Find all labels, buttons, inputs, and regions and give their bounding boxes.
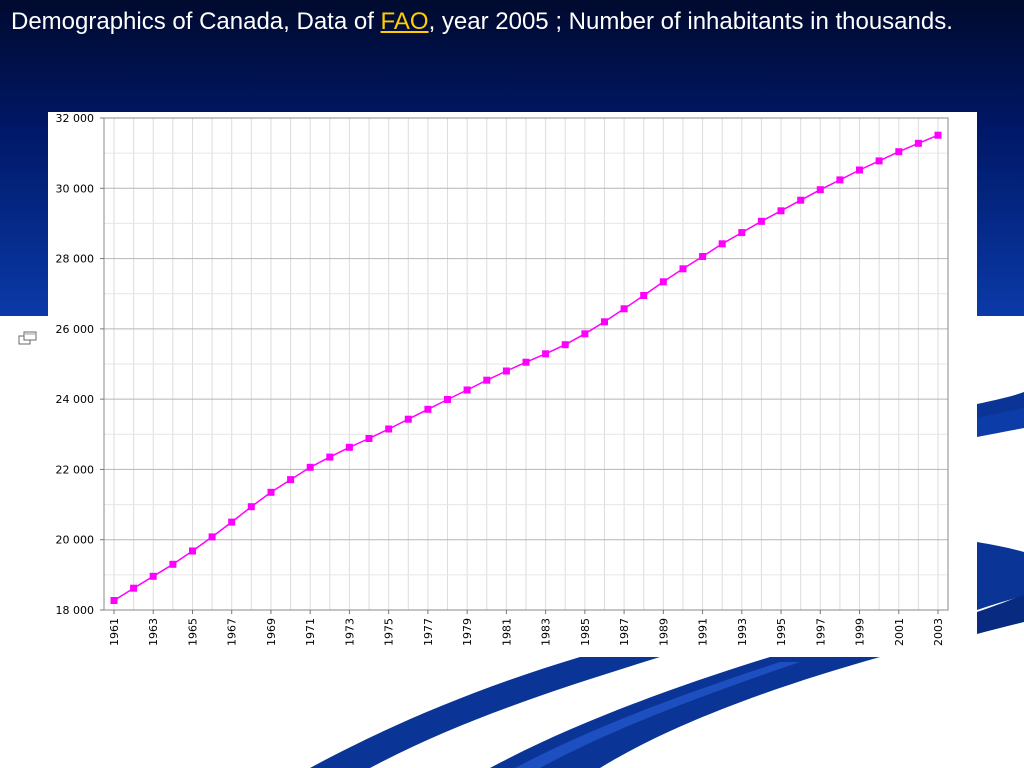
data-point xyxy=(267,488,275,496)
x-tick-label: 1987 xyxy=(618,618,631,646)
x-tick-label: 1963 xyxy=(147,618,160,646)
data-point xyxy=(189,547,196,555)
data-point xyxy=(699,253,707,260)
swoosh-right-2 xyxy=(977,408,1024,437)
x-tick-label: 1965 xyxy=(186,618,199,646)
data-point xyxy=(836,176,844,184)
data-point xyxy=(640,292,648,299)
fao-link[interactable]: FAO xyxy=(380,8,429,35)
x-tick-label: 1983 xyxy=(540,618,553,646)
y-tick-label: 22 000 xyxy=(56,463,95,476)
data-point xyxy=(345,443,353,451)
data-point xyxy=(424,405,432,413)
data-point xyxy=(463,386,471,394)
y-tick-label: 18 000 xyxy=(56,604,95,617)
data-point xyxy=(581,330,589,338)
x-tick-label: 2003 xyxy=(932,618,945,646)
data-point xyxy=(208,533,216,541)
x-tick-label: 1989 xyxy=(657,618,670,646)
x-tick-label: 1961 xyxy=(108,618,121,646)
x-tick-label: 1975 xyxy=(383,618,396,646)
y-axis: 18 000 20 000 22 000 24 000 26 000 28 000 30 0… xyxy=(56,112,104,617)
x-tick-label: 1995 xyxy=(775,618,788,646)
data-point xyxy=(130,584,138,592)
data-point xyxy=(816,186,824,194)
x-tick-label: 1997 xyxy=(814,618,827,646)
y-tick-label: 20 000 xyxy=(56,534,95,547)
data-point xyxy=(620,305,628,313)
data-point xyxy=(777,207,785,215)
data-point xyxy=(483,376,491,384)
data-point xyxy=(856,166,863,174)
data-point xyxy=(444,396,451,403)
series-population xyxy=(110,131,942,604)
data-point xyxy=(365,435,373,442)
data-point xyxy=(110,597,118,604)
x-tick-label: 1985 xyxy=(579,618,592,646)
swoosh-right-4 xyxy=(977,595,1024,634)
data-point xyxy=(934,131,942,139)
data-point xyxy=(875,157,883,165)
data-point xyxy=(659,278,667,286)
data-point xyxy=(679,265,687,273)
title-text-end: , year 2005 ; Number of inhabitants in t… xyxy=(428,8,953,35)
x-tick-label: 1999 xyxy=(854,618,867,646)
data-point xyxy=(738,229,746,237)
x-tick-label: 1967 xyxy=(226,618,239,646)
data-point xyxy=(169,560,177,568)
data-point xyxy=(601,318,608,326)
data-point xyxy=(502,367,510,375)
x-axis: 1961 1963 1965 1967 1969 1971 1973 1975 1977 1979… xyxy=(108,610,945,646)
data-point xyxy=(287,476,295,484)
data-point xyxy=(522,358,530,366)
grid-minor xyxy=(104,118,948,610)
x-tick-label: 2001 xyxy=(893,618,906,646)
data-point xyxy=(561,341,569,349)
x-tick-label: 1979 xyxy=(461,618,474,646)
x-tick-label: 1973 xyxy=(343,618,356,646)
data-point xyxy=(797,196,805,204)
data-point xyxy=(542,350,550,358)
x-tick-label: 1991 xyxy=(697,618,710,646)
data-point xyxy=(895,148,903,156)
data-point xyxy=(914,139,922,147)
plot-frame xyxy=(103,117,949,611)
title-text-start: Demographics of Canada, Data of xyxy=(11,8,381,35)
data-point xyxy=(404,415,412,423)
swoosh-bottom-3 xyxy=(515,662,800,768)
slide-title: Demographics of Canada, Data of FAO, yea… xyxy=(11,7,1011,37)
data-point xyxy=(718,240,726,248)
x-tick-label: 1977 xyxy=(422,618,435,646)
y-tick-label: 30 000 xyxy=(56,182,95,195)
x-tick-label: 1971 xyxy=(304,618,317,646)
swoosh-right-3 xyxy=(977,542,1024,610)
data-point xyxy=(757,217,765,225)
x-tick-label: 1993 xyxy=(736,618,749,646)
data-point xyxy=(247,503,255,511)
data-point xyxy=(306,463,314,471)
data-point xyxy=(385,425,393,433)
x-tick-label: 1969 xyxy=(265,618,278,646)
chart-background xyxy=(48,112,977,657)
y-tick-label: 32 000 xyxy=(56,112,95,125)
population-chart: 18 000 20 000 22 000 24 000 26 000 28 000 30 0… xyxy=(48,112,977,657)
slide-icon[interactable] xyxy=(18,330,38,346)
y-tick-label: 26 000 xyxy=(56,323,95,336)
y-tick-label: 24 000 xyxy=(56,393,95,406)
x-tick-label: 1981 xyxy=(500,618,513,646)
data-point xyxy=(326,453,334,461)
data-point xyxy=(228,518,236,526)
data-point xyxy=(149,572,157,580)
y-tick-label: 28 000 xyxy=(56,253,95,266)
swoosh-bottom-1 xyxy=(310,657,660,768)
